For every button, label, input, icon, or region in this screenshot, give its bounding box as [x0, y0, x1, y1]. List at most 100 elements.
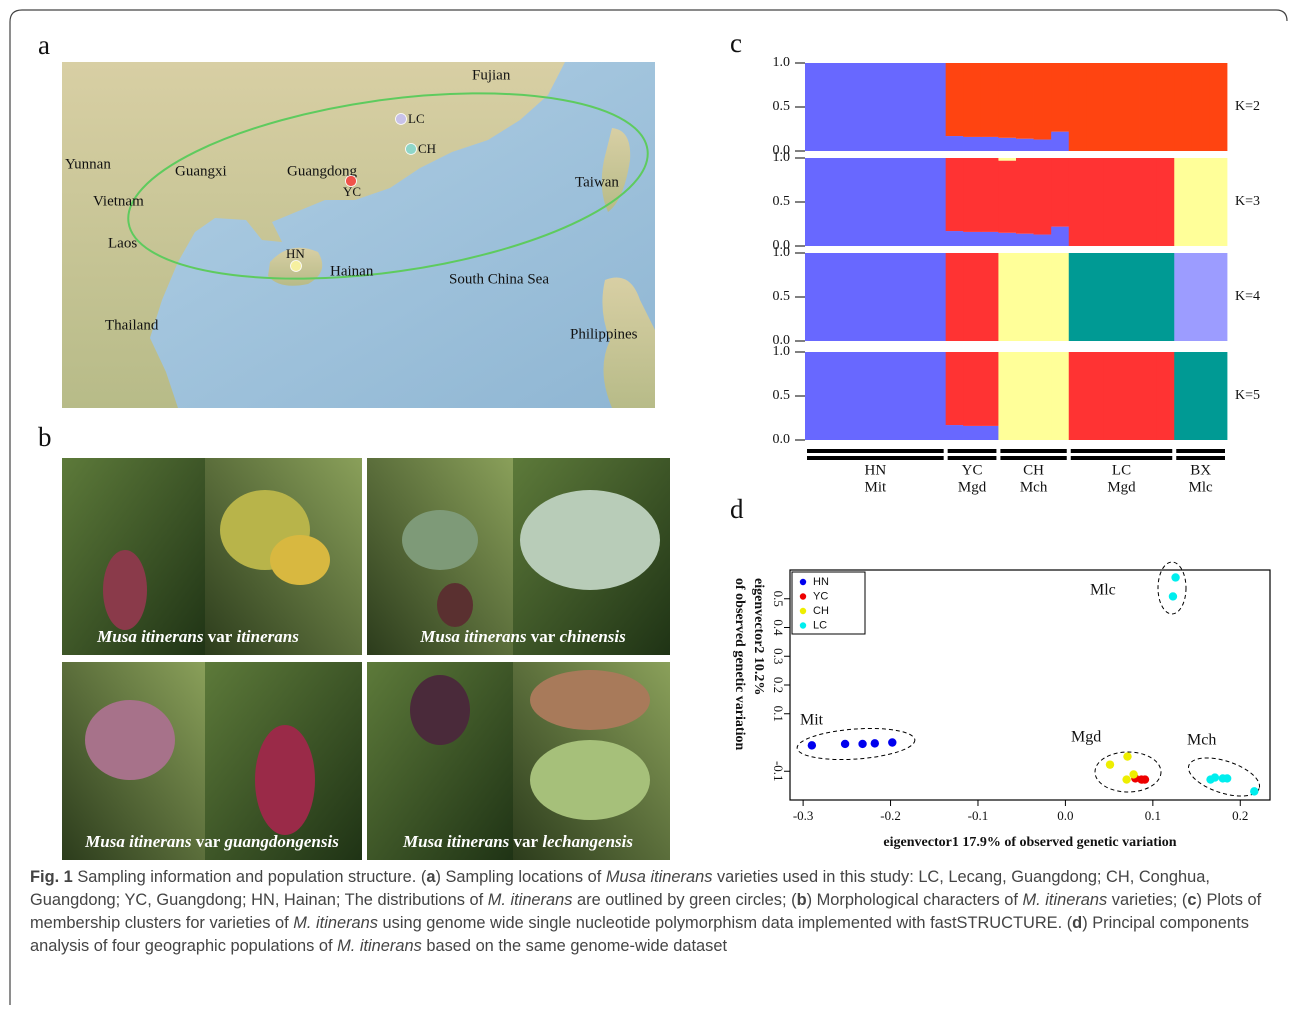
membership-segment — [875, 253, 893, 341]
caption-run: M. itinerans — [337, 937, 422, 955]
place-label: Fujian — [472, 67, 511, 83]
caption-part: var — [514, 832, 539, 851]
group-bar — [807, 449, 944, 453]
group-bar — [1000, 449, 1066, 453]
y-tick-label: 1.0 — [773, 150, 791, 165]
point — [888, 738, 896, 746]
y-tick-label: 0.0 — [773, 432, 791, 447]
y-tick-label: 0.5 — [771, 591, 786, 607]
fruit — [402, 510, 478, 570]
fruit — [530, 740, 650, 820]
caption-part: var — [531, 627, 556, 646]
membership-segment — [1174, 253, 1192, 341]
x-tick-label: 0.1 — [1145, 808, 1161, 823]
membership-segment — [1139, 352, 1157, 440]
membership-segment — [963, 63, 981, 137]
y-axis-title: of observed genetic variation — [732, 578, 747, 750]
membership-segment — [1034, 352, 1052, 440]
k-label: K=3 — [1235, 194, 1260, 209]
membership-segment — [911, 158, 929, 246]
y-axis-title: eigenvector2 10.2% — [751, 578, 766, 695]
membership-segment — [1209, 63, 1227, 151]
y-tick-label: 0.5 — [773, 99, 791, 114]
group-bar — [948, 449, 997, 453]
point — [1171, 573, 1179, 581]
fruit — [270, 535, 330, 585]
caption-run: varieties; ( — [1107, 891, 1187, 909]
membership-segment — [1034, 158, 1052, 235]
site-label: CH — [418, 141, 436, 156]
membership-segment — [1157, 352, 1175, 440]
group-bar — [807, 456, 944, 460]
membership-segment — [805, 352, 823, 440]
membership-segment — [875, 158, 893, 246]
membership-segment — [1139, 253, 1157, 341]
legend-label: HN — [813, 576, 829, 588]
caption-run: using genome wide single nucleotide poly… — [378, 914, 1072, 932]
k-label: K=5 — [1235, 388, 1260, 403]
group-bar — [1071, 456, 1173, 460]
group-label: CH — [1023, 462, 1044, 478]
membership-segment — [858, 253, 876, 341]
membership-segment — [1104, 253, 1122, 341]
membership-segment — [981, 137, 999, 151]
membership-segment — [963, 158, 981, 232]
membership-segment — [928, 63, 946, 151]
membership-segment — [1157, 158, 1175, 246]
x-tick-label: -0.3 — [793, 808, 814, 823]
y-tick-label: 0.5 — [773, 388, 791, 403]
membership-segment — [1192, 253, 1210, 341]
membership-segment — [981, 426, 999, 440]
caption-run: Fig. 1 — [30, 868, 73, 886]
membership-segment — [893, 253, 911, 341]
membership-segment — [875, 63, 893, 151]
map — [62, 62, 659, 408]
group-label: LC — [1112, 462, 1131, 478]
y-tick-label: 0.4 — [771, 619, 786, 636]
site-label: YC — [343, 184, 361, 199]
fruit — [85, 700, 175, 780]
caption-part: var — [196, 832, 221, 851]
legend-marker — [800, 622, 806, 628]
membership-segment — [928, 253, 946, 341]
group-label: YC — [962, 462, 983, 478]
membership-segment — [1051, 63, 1069, 132]
membership-segment — [1034, 140, 1052, 151]
membership-segment — [1051, 352, 1069, 440]
membership-segment — [893, 158, 911, 246]
caption-part: Musa itinerans — [402, 832, 510, 851]
membership-segment — [1069, 158, 1087, 246]
point — [1129, 770, 1137, 778]
place-label: Philippines — [570, 326, 638, 342]
point — [1122, 775, 1130, 783]
membership-segment — [1104, 63, 1122, 151]
point — [871, 739, 879, 747]
caption-run: are outlined by green circles; ( — [572, 891, 796, 909]
caption-run: b — [797, 891, 807, 909]
membership-segment — [1122, 253, 1140, 341]
membership-segment — [911, 253, 929, 341]
membership-segment — [858, 352, 876, 440]
flower — [255, 725, 315, 835]
membership-segment — [1051, 158, 1069, 227]
membership-segment — [1174, 63, 1192, 151]
membership-segment — [928, 158, 946, 246]
membership-segment — [875, 352, 893, 440]
cluster-label: Mgd — [1071, 729, 1101, 746]
membership-segment — [823, 352, 841, 440]
point — [1123, 752, 1131, 760]
k-label: K=2 — [1235, 99, 1260, 114]
membership-segment — [946, 136, 964, 151]
flower — [103, 550, 147, 630]
membership-segment — [1016, 63, 1034, 139]
membership-segment — [840, 158, 858, 246]
membership-segment — [911, 63, 929, 151]
membership-segment — [981, 253, 999, 341]
membership-segment — [1016, 253, 1034, 341]
membership-segment — [928, 352, 946, 440]
group-species: Mgd — [958, 479, 987, 495]
membership-segment — [1016, 234, 1034, 246]
site-marker — [406, 144, 417, 155]
point — [1106, 760, 1114, 768]
group-bar — [1071, 449, 1173, 453]
